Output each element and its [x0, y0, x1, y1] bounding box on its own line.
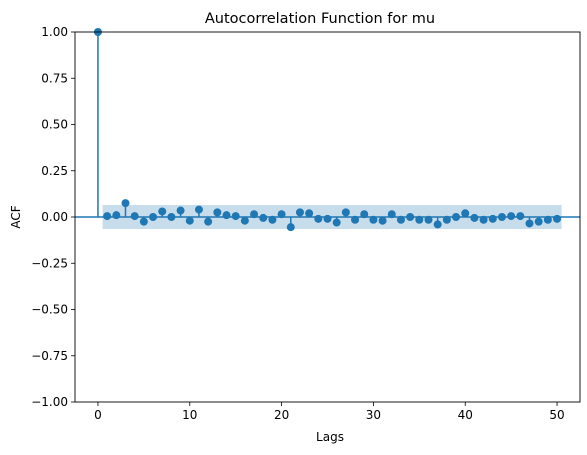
x-tick-label: 40: [458, 408, 473, 422]
acf-point: [259, 213, 268, 222]
acf-point: [277, 210, 286, 219]
acf-point: [130, 212, 139, 221]
acf-point: [295, 208, 304, 217]
y-tick-label: −0.75: [31, 349, 68, 363]
acf-point: [305, 209, 314, 218]
acf-point: [240, 216, 249, 225]
acf-point: [121, 199, 130, 208]
plot-area: [75, 28, 580, 232]
x-tick-label: 0: [94, 408, 102, 422]
acf-point: [488, 214, 497, 223]
acf-point: [158, 207, 167, 216]
acf-point: [406, 213, 415, 221]
acf-point: [250, 210, 259, 219]
acf-point: [231, 212, 240, 221]
acf-point: [415, 215, 424, 224]
y-tick-label: −1.00: [31, 395, 68, 409]
acf-point: [442, 215, 451, 224]
acf-point: [323, 214, 332, 223]
acf-point: [268, 215, 277, 224]
y-tick-label: 0.25: [41, 164, 68, 178]
y-axis-label: ACF: [9, 205, 23, 228]
y-tick-label: 1.00: [41, 25, 68, 39]
acf-point: [112, 211, 121, 220]
acf-point: [213, 208, 222, 217]
y-tick-label: 0.75: [41, 71, 68, 85]
x-axis-label: Lags: [316, 430, 344, 444]
chart-title: Autocorrelation Function for mu: [205, 11, 435, 27]
acf-point: [452, 213, 461, 221]
acf-point: [286, 223, 295, 232]
x-tick-label: 50: [549, 408, 564, 422]
acf-point: [378, 216, 387, 225]
y-tick-label: 0.00: [41, 210, 68, 224]
acf-point: [507, 212, 516, 221]
y-tick-label: −0.25: [31, 256, 68, 270]
y-tick-label: −0.50: [31, 303, 68, 317]
acf-point: [351, 215, 360, 224]
x-tick-label: 30: [366, 408, 381, 422]
acf-point: [176, 206, 185, 215]
acf-point: [470, 213, 479, 222]
acf-point: [185, 216, 194, 225]
acf-point: [525, 219, 534, 228]
acf-point: [332, 218, 341, 227]
acf-point: [433, 220, 442, 229]
acf-point: [369, 215, 378, 224]
acf-point: [497, 213, 506, 221]
acf-point: [314, 214, 323, 223]
acf-point: [149, 213, 158, 221]
acf-point: [360, 210, 369, 219]
acf-point: [534, 217, 543, 226]
x-axis: 0 10 20 30 40 50: [94, 402, 565, 422]
acf-point: [139, 217, 148, 226]
acf-point: [461, 209, 470, 218]
y-axis: −1.00 −0.75 −0.50 −0.25 0.00 0.25 0.50 0.75 1.00: [31, 25, 75, 409]
acf-point: [387, 210, 396, 219]
y-tick-label: 0.50: [41, 118, 68, 132]
acf-point: [204, 217, 213, 226]
acf-point: [479, 215, 488, 224]
x-tick-label: 20: [274, 408, 289, 422]
acf-point: [553, 214, 562, 223]
acf-point: [424, 215, 433, 224]
acf-point: [516, 212, 525, 221]
acf-point: [167, 213, 176, 221]
acf-point: [222, 211, 231, 220]
acf-point: [396, 215, 405, 224]
acf-point: [103, 212, 112, 221]
acf-point: [543, 215, 552, 224]
acf-point: [194, 205, 203, 214]
acf-point: [341, 208, 350, 217]
x-tick-label: 10: [182, 408, 197, 422]
